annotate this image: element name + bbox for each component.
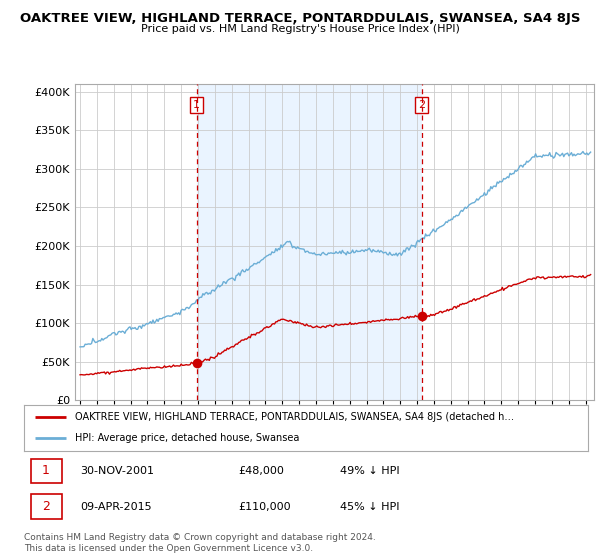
Text: 1: 1 [42, 464, 50, 478]
Bar [197, 84, 422, 400]
Text: 45% ↓ HPI: 45% ↓ HPI [340, 502, 400, 511]
Text: HPI: Average price, detached house, Swansea: HPI: Average price, detached house, Swan… [75, 433, 299, 444]
FancyBboxPatch shape [31, 494, 62, 519]
Text: Price paid vs. HM Land Registry's House Price Index (HPI): Price paid vs. HM Land Registry's House … [140, 24, 460, 34]
Text: 49% ↓ HPI: 49% ↓ HPI [340, 466, 400, 476]
FancyBboxPatch shape [31, 459, 62, 483]
Text: 30-NOV-2001: 30-NOV-2001 [80, 466, 154, 476]
Text: OAKTREE VIEW, HIGHLAND TERRACE, PONTARDDULAIS, SWANSEA, SA4 8JS: OAKTREE VIEW, HIGHLAND TERRACE, PONTARDD… [20, 12, 580, 25]
Text: £48,000: £48,000 [238, 466, 284, 476]
Text: 2: 2 [418, 100, 425, 110]
Text: Contains HM Land Registry data © Crown copyright and database right 2024.
This d: Contains HM Land Registry data © Crown c… [24, 533, 376, 553]
Text: 2: 2 [42, 500, 50, 513]
Text: 1: 1 [193, 100, 200, 110]
Text: £110,000: £110,000 [238, 502, 291, 511]
Text: 09-APR-2015: 09-APR-2015 [80, 502, 152, 511]
Text: OAKTREE VIEW, HIGHLAND TERRACE, PONTARDDULAIS, SWANSEA, SA4 8JS (detached h…: OAKTREE VIEW, HIGHLAND TERRACE, PONTARDD… [75, 412, 514, 422]
